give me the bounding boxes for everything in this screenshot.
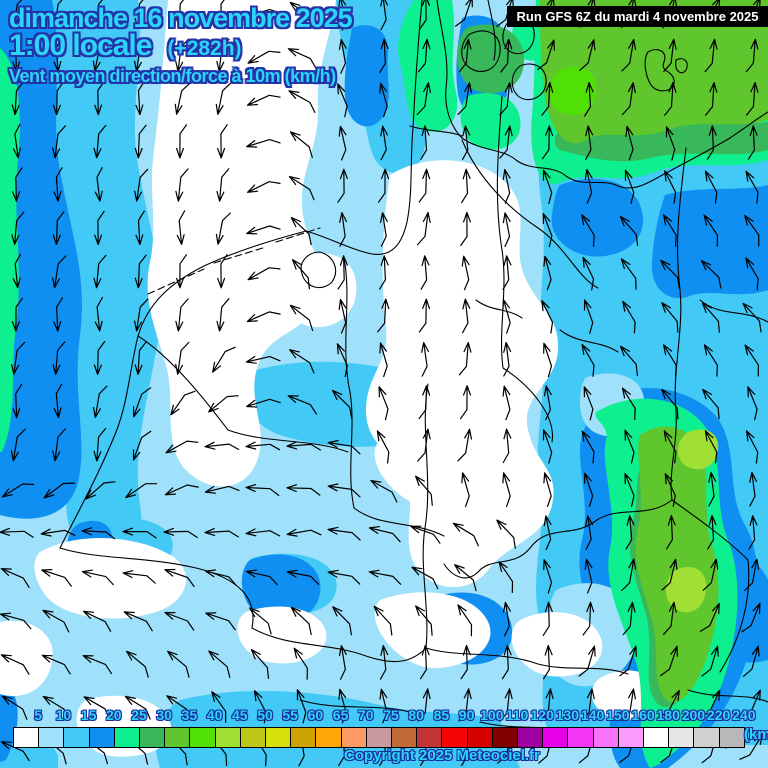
copyright-text: Copyright 2025 Meteociel.fr xyxy=(344,747,540,764)
map-subtitle: Vent moyen direction/force à 10m (km/h) xyxy=(9,66,336,86)
field-regions-30-35 xyxy=(540,0,768,703)
forecast-offset: (+282h) xyxy=(167,37,242,60)
forecast-time: 1:00 locale xyxy=(9,29,152,62)
forecast-time-row: 1:00 locale (+282h) xyxy=(9,29,242,63)
field-regions-strong-patches xyxy=(550,66,719,613)
model-run-label: Run GFS 6Z du mardi 4 novembre 2025 xyxy=(516,9,759,24)
coastlines-borders xyxy=(59,0,768,749)
forecast-date: dimanche 16 novembre 2025 xyxy=(9,3,353,33)
model-run-box: Run GFS 6Z du mardi 4 novembre 2025 xyxy=(507,6,768,27)
legend-unit-label: (km xyxy=(744,726,768,743)
field-regions-calm xyxy=(0,0,661,757)
